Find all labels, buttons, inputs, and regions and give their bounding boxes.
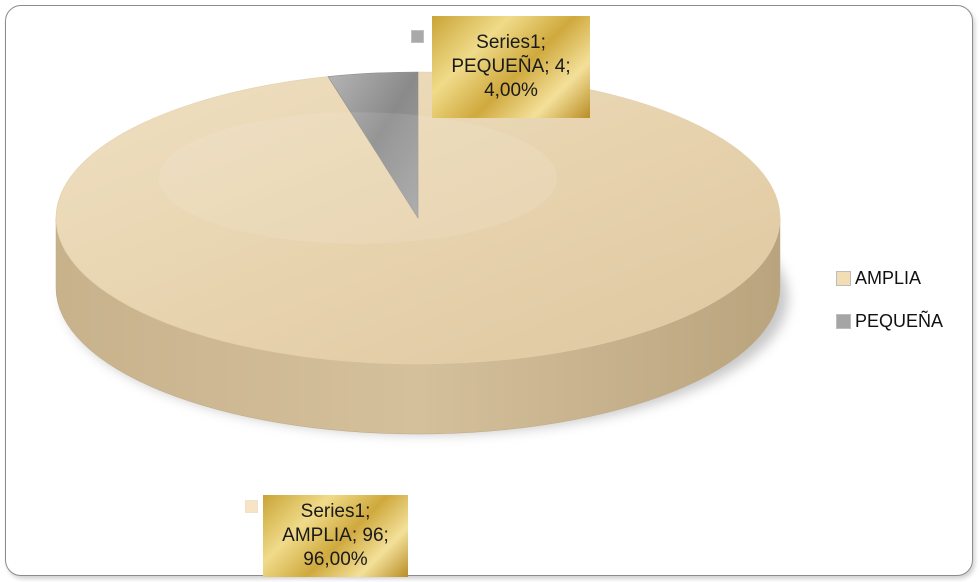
data-label-amplia-line2: AMPLIA; 96; [282, 525, 389, 547]
pie-highlight [158, 112, 558, 244]
data-label-pequena: Series1; PEQUEÑA; 4; 4,00% [432, 16, 590, 118]
pie-slice-pequena [327, 71, 419, 220]
data-label-pequena-line3: 4,00% [484, 79, 538, 101]
data-label-amplia: Series1; AMPLIA; 96; 96,00% [263, 495, 408, 577]
data-label-pequena-key [411, 30, 424, 43]
legend-key-pequena [836, 313, 851, 329]
data-label-amplia-line3: 96,00% [303, 548, 368, 570]
data-label-amplia-key [245, 500, 258, 513]
data-label-pequena-line2: PEQUEÑA; 4; [451, 56, 571, 78]
legend: AMPLIA PEQUEÑA [836, 262, 943, 348]
legend-label-amplia: AMPLIA [855, 267, 922, 288]
legend-label-pequena: PEQUEÑA [855, 310, 944, 331]
data-label-amplia-line1: Series1; [300, 501, 371, 523]
legend-item-amplia: AMPLIA [836, 262, 943, 294]
data-label-pequena-line1: Series1; [476, 32, 546, 54]
legend-item-pequena: PEQUEÑA [836, 305, 943, 337]
legend-key-amplia [836, 270, 851, 286]
